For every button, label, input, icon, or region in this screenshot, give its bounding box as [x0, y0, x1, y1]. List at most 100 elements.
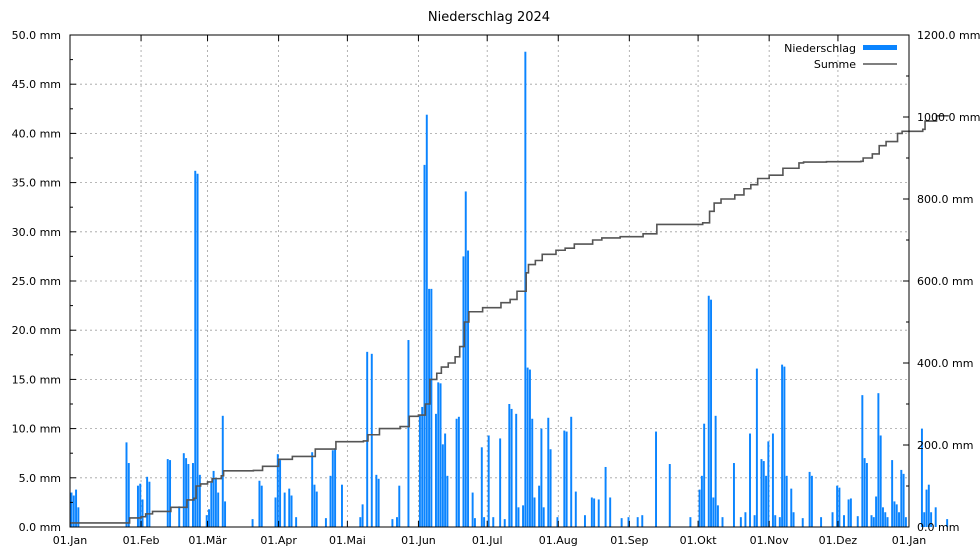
precipitation-bar: [283, 492, 286, 527]
y-right-tick-label: 1200.0 mm: [917, 29, 980, 42]
precipitation-bar: [875, 496, 878, 527]
precipitation-bar: [783, 366, 786, 527]
x-tick-label: 01.Aug: [539, 534, 578, 547]
precipitation-bar: [540, 428, 543, 527]
precipitation-bar: [313, 484, 316, 527]
precipitation-bar: [70, 492, 73, 527]
x-tick-label: 01.Jan: [53, 534, 87, 547]
precipitation-bar: [187, 464, 190, 527]
precipitation-bar: [288, 488, 291, 527]
precipitation-bar: [609, 497, 612, 527]
precipitation-bar: [210, 482, 213, 527]
precipitation-bar: [290, 495, 293, 527]
precipitation-bar: [329, 475, 332, 527]
precipitation-bar: [604, 466, 607, 527]
precipitation-bar: [820, 517, 823, 527]
precipitation-bar: [762, 461, 765, 527]
precipitation-bar: [194, 170, 197, 528]
precipitation-bar: [707, 295, 710, 527]
precipitation-bar: [925, 489, 928, 527]
precipitation-bar: [464, 191, 467, 527]
legend-label-summe: Summe: [814, 58, 856, 71]
precipitation-bar: [902, 473, 905, 527]
precipitation-bar: [441, 444, 444, 527]
precipitation-bar: [421, 406, 424, 527]
precipitation-bar: [391, 519, 394, 527]
precipitation-bar: [843, 515, 845, 527]
precipitation-bar: [689, 517, 692, 527]
y-left-tick-label: 15.0 mm: [12, 373, 61, 386]
precipitation-bar: [205, 515, 208, 527]
legend: Niederschlag Summe: [784, 42, 897, 71]
precipitation-bar: [480, 447, 483, 527]
precipitation-bar: [872, 517, 875, 527]
precipitation-bar: [396, 517, 398, 527]
precipitation-bar: [198, 474, 201, 527]
precipitation-bar: [904, 517, 907, 527]
x-tick-label: 01.Dez: [819, 534, 858, 547]
precipitation-bar: [334, 448, 337, 527]
precipitation-bar: [274, 497, 277, 527]
precipitation-bar: [531, 418, 534, 527]
precipitation-bar: [324, 518, 327, 527]
precipitation-bar: [655, 431, 657, 527]
precipitation-bar: [810, 475, 813, 527]
precipitation-bar: [75, 489, 78, 527]
precipitation-bar: [492, 517, 495, 527]
y-left-tick-label: 5.0 mm: [19, 472, 61, 485]
precipitation-bar: [781, 364, 784, 527]
precipitation-bars: [70, 51, 949, 528]
precipitation-bar: [856, 516, 859, 527]
precipitation-bar: [522, 505, 525, 527]
precipitation-bar: [879, 435, 882, 527]
precipitation-bar: [593, 498, 596, 527]
precipitation-bar: [583, 515, 586, 527]
precipitation-bar: [72, 495, 75, 527]
precipitation-bar: [714, 415, 717, 527]
precipitation-bar: [732, 463, 735, 527]
precipitation-bar: [437, 382, 440, 527]
legend-swatch-niederschlag: [863, 45, 897, 50]
precipitation-bar: [790, 488, 793, 527]
precipitation-bar: [590, 497, 593, 527]
precipitation-bar: [785, 475, 788, 527]
precipitation-bar: [510, 408, 513, 527]
precipitation-bar: [934, 507, 937, 527]
precipitation-bar: [923, 512, 926, 527]
y-left-tick-label: 30.0 mm: [12, 226, 61, 239]
precipitation-bar: [517, 507, 520, 527]
cumulative-sum-line: [70, 114, 949, 524]
precipitation-bar: [430, 288, 433, 527]
precipitation-bar: [185, 458, 188, 527]
precipitation-bar: [146, 476, 149, 527]
x-tick-label: 01.Nov: [750, 534, 789, 547]
precipitation-bar: [212, 470, 215, 527]
x-tick-label: 01.Okt: [680, 534, 718, 547]
precipitation-bar: [778, 517, 781, 527]
precipitation-bar: [927, 484, 930, 527]
precipitation-bar: [870, 515, 873, 527]
precipitation-bar: [455, 418, 458, 527]
precipitation-bar: [528, 369, 531, 527]
y-right-tick-label: 200.0 mm: [917, 439, 973, 452]
precipitation-bar: [712, 497, 715, 527]
precipitation-bar: [930, 512, 933, 527]
precipitation-bar: [311, 452, 314, 527]
precipitation-bar: [418, 414, 421, 527]
precipitation-bar: [895, 504, 898, 527]
precipitation-bar: [792, 512, 795, 527]
precipitation-bar: [166, 459, 169, 527]
precipitation-bar: [744, 512, 747, 527]
precipitation-bar: [359, 517, 362, 527]
legend-label-niederschlag: Niederschlag: [784, 42, 856, 55]
precipitation-bar: [710, 299, 713, 527]
precipitation-bar: [224, 501, 227, 527]
y-left-tick-label: 45.0 mm: [12, 78, 61, 91]
precipitation-bar: [217, 492, 220, 527]
precipitation-bar: [377, 478, 380, 527]
precipitation-bar: [898, 512, 900, 527]
precipitation-bar: [716, 505, 719, 527]
precipitation-bar: [361, 504, 364, 527]
